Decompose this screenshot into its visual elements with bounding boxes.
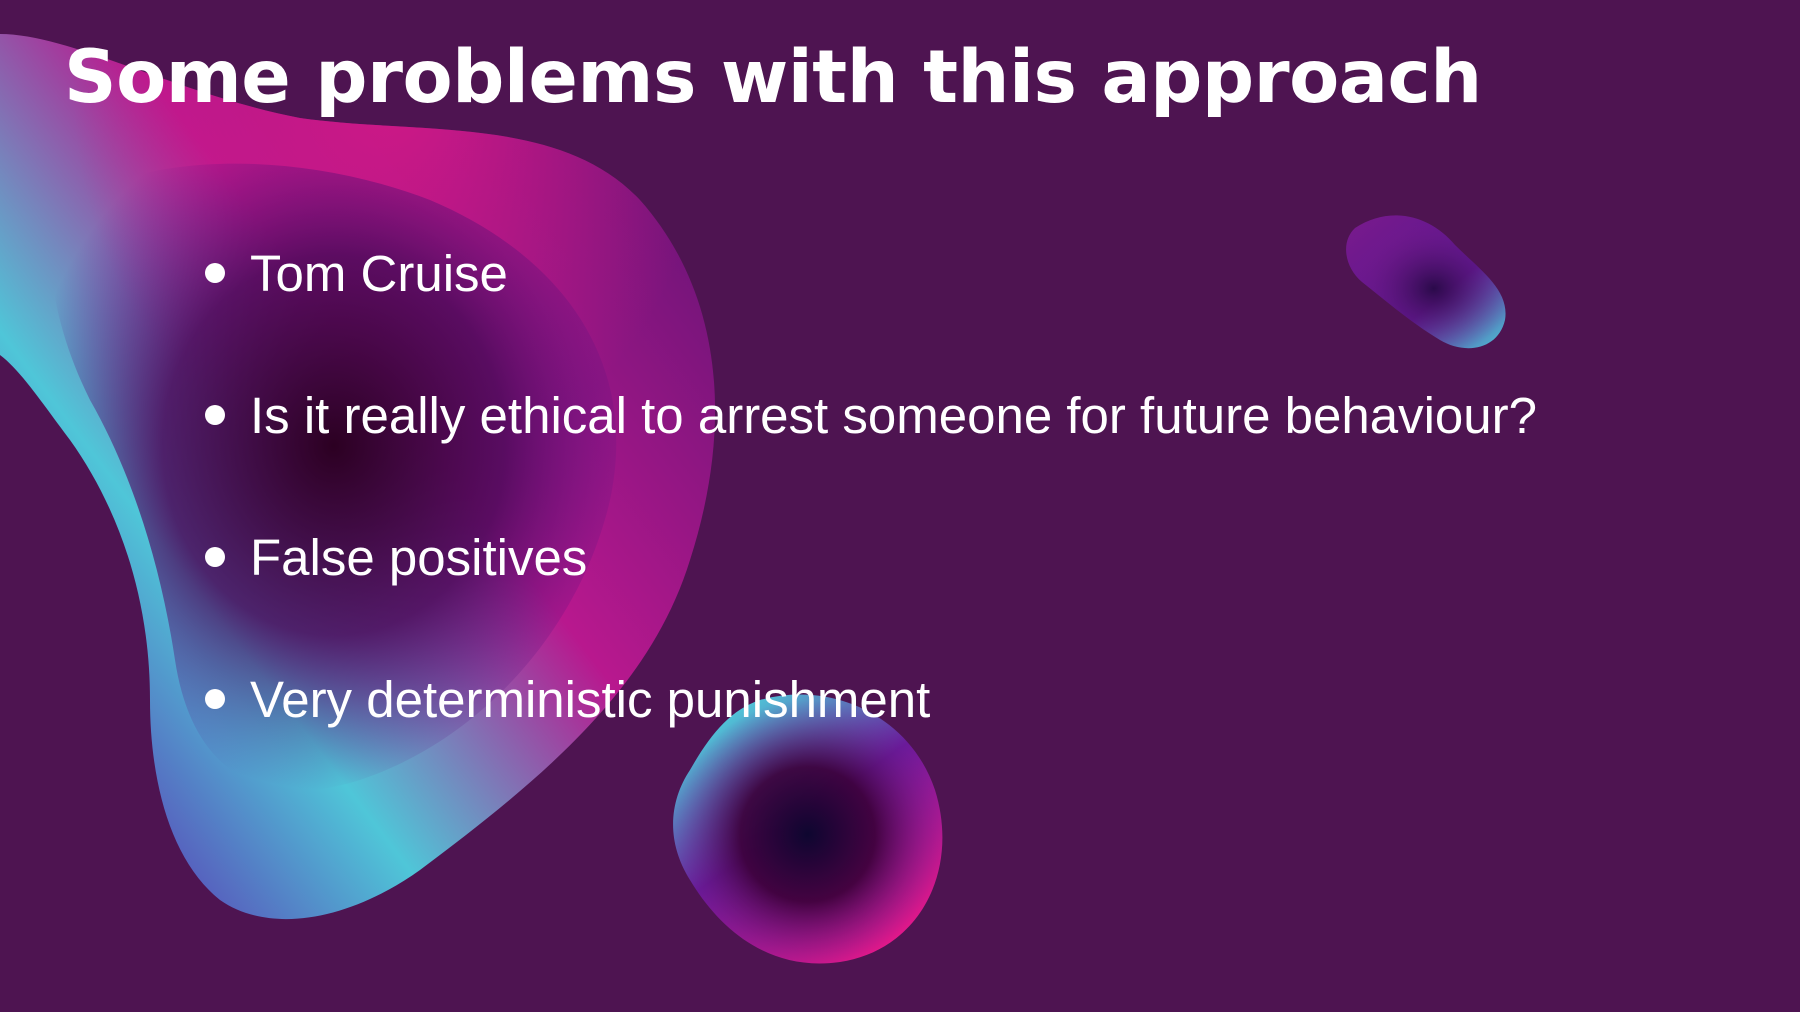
small-blob xyxy=(1346,215,1506,349)
bullet-dot-icon xyxy=(205,263,225,283)
bullet-text: Is it really ethical to arrest someone f… xyxy=(250,387,1537,444)
bullet-text: False positives xyxy=(250,529,588,586)
medium-blob xyxy=(673,694,943,964)
bullet-text: Very deterministic punishment xyxy=(250,671,931,728)
slide-title: Some problems with this approach xyxy=(64,35,1482,120)
bullet-dot-icon xyxy=(205,689,225,709)
bullet-dot-icon xyxy=(205,547,225,567)
bullet-dot-icon xyxy=(205,405,225,425)
bullet-text: Tom Cruise xyxy=(250,245,508,302)
large-blob xyxy=(0,34,716,920)
